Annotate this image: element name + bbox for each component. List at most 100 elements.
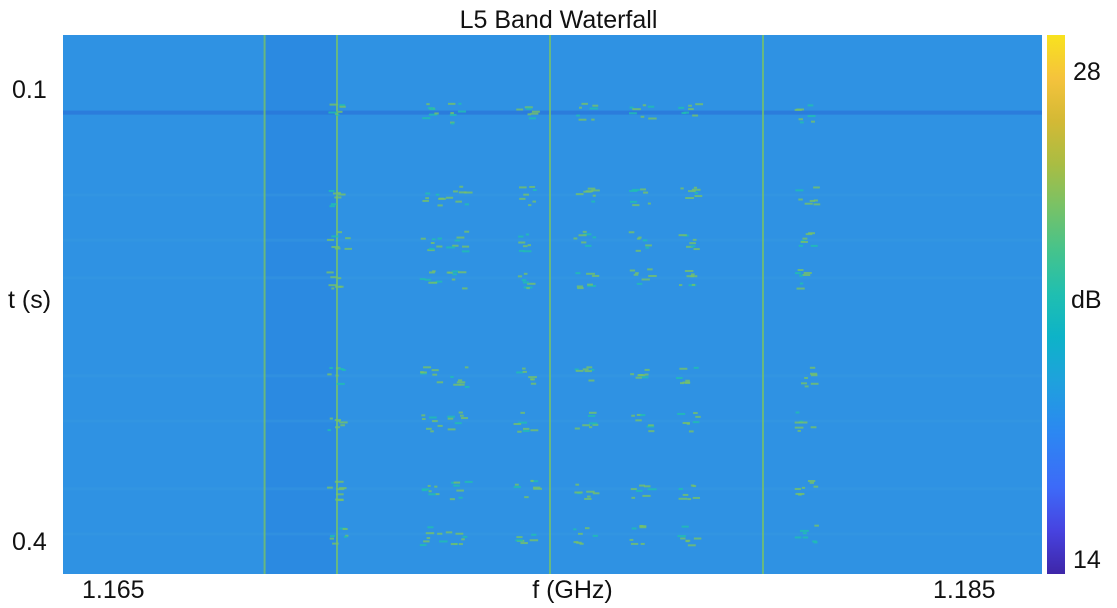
signal-mark — [522, 245, 528, 248]
signal-mark — [435, 193, 440, 196]
band-edge-region — [263, 35, 336, 574]
signal-mark — [452, 270, 460, 273]
signal-mark — [428, 490, 432, 493]
signal-mark — [796, 287, 805, 290]
signal-mark — [428, 271, 435, 274]
signal-mark — [332, 542, 339, 545]
signal-mark — [647, 202, 651, 205]
signal-mark — [585, 190, 594, 193]
signal-mark — [807, 232, 816, 235]
signal-mark — [693, 537, 702, 540]
signal-mark — [800, 240, 808, 243]
signal-mark — [592, 104, 599, 107]
signal-mark — [431, 238, 436, 241]
signal-mark — [642, 104, 647, 107]
signal-mark — [807, 104, 814, 107]
signal-mark — [422, 117, 431, 120]
signal-mark — [635, 272, 639, 275]
signal-mark — [522, 370, 527, 373]
signal-mark — [798, 493, 802, 496]
signal-mark — [632, 108, 641, 111]
signal-mark — [428, 113, 438, 116]
signal-mark — [679, 382, 684, 385]
signal-mark — [525, 233, 529, 236]
chart-title: L5 Band Waterfall — [459, 6, 658, 34]
signal-mark — [592, 423, 599, 426]
signal-mark — [529, 185, 536, 188]
signal-mark — [794, 421, 800, 424]
signal-mark — [528, 376, 537, 379]
signal-mark — [449, 498, 455, 501]
signal-mark — [427, 249, 435, 252]
signal-mark — [458, 411, 463, 414]
signal-mark — [576, 285, 583, 288]
signal-mark — [588, 379, 595, 382]
signal-mark — [630, 373, 635, 376]
signal-mark — [427, 484, 431, 487]
colorbar-max-label: 28 — [1073, 58, 1101, 86]
signal-mark — [628, 112, 637, 115]
signal-mark — [682, 421, 690, 424]
signal-mark — [813, 186, 820, 189]
signal-mark — [647, 268, 653, 271]
signal-mark — [802, 532, 807, 535]
signal-mark — [531, 110, 540, 113]
signal-mark — [445, 196, 454, 199]
signal-mark — [434, 485, 438, 488]
signal-mark — [691, 188, 701, 191]
signal-mark — [522, 430, 530, 433]
signal-mark — [335, 285, 342, 288]
signal-mark — [802, 536, 809, 539]
signal-mark — [520, 411, 525, 414]
signal-mark — [447, 415, 456, 418]
signal-mark — [334, 480, 344, 483]
signal-mark — [337, 277, 342, 280]
signal-mark — [804, 385, 809, 388]
signal-mark — [678, 106, 685, 109]
signal-mark — [329, 417, 333, 420]
signal-mark — [453, 481, 461, 484]
signal-mark — [629, 106, 634, 109]
signal-mark — [438, 197, 444, 200]
signal-mark — [813, 203, 821, 206]
signal-mark — [648, 430, 655, 433]
signal-mark — [522, 250, 532, 253]
signal-mark — [461, 250, 470, 253]
signal-mark — [425, 197, 430, 200]
signal-mark — [586, 490, 595, 493]
signal-mark — [458, 191, 467, 194]
signal-mark — [437, 204, 443, 207]
signal-mark — [576, 114, 580, 117]
signal-mark — [679, 367, 688, 370]
signal-mark — [681, 525, 689, 528]
signal-mark — [530, 112, 539, 115]
signal-mark — [437, 237, 442, 240]
signal-mark — [587, 495, 591, 498]
signal-mark — [678, 487, 683, 490]
signal-mark — [578, 532, 583, 535]
signal-mark — [342, 528, 348, 531]
signal-mark — [432, 373, 438, 376]
signal-mark — [642, 239, 648, 242]
signal-mark — [338, 193, 346, 196]
signal-mark — [518, 421, 527, 424]
signal-mark — [687, 498, 692, 501]
signal-mark — [578, 118, 587, 121]
signal-mark — [345, 237, 351, 240]
signal-mark — [341, 368, 346, 371]
signal-mark — [693, 248, 700, 251]
signal-mark — [450, 112, 454, 115]
signal-mark — [636, 489, 643, 492]
signal-mark — [581, 102, 588, 105]
signal-mark — [809, 372, 818, 375]
signal-mark — [574, 368, 579, 371]
burst-row — [63, 374, 1042, 378]
signal-mark — [339, 285, 344, 288]
signal-mark — [683, 111, 690, 114]
signal-mark — [813, 199, 818, 202]
signal-mark — [814, 524, 819, 527]
signal-mark — [695, 415, 701, 418]
signal-mark — [459, 185, 464, 188]
y-tick-label: 0.1 — [12, 76, 47, 104]
signal-mark — [334, 112, 339, 115]
